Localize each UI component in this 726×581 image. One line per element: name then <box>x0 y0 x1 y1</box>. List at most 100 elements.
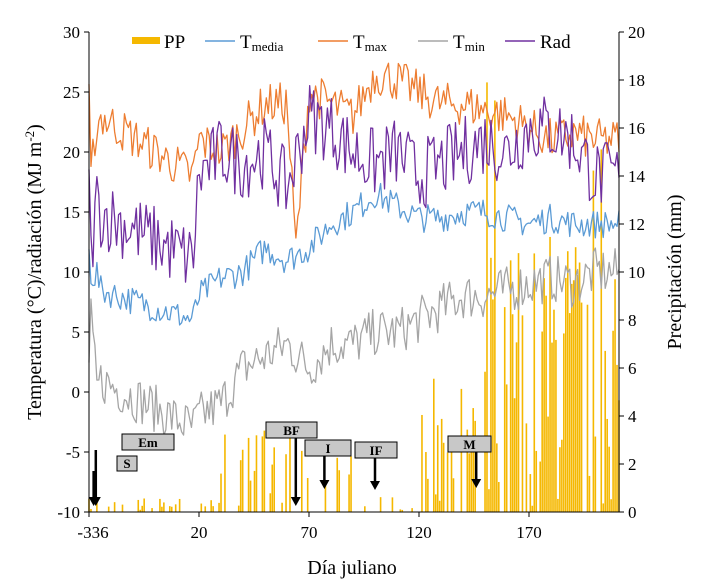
y-right-tick-label: 18 <box>628 71 645 90</box>
legend-label-main: PP <box>164 32 185 53</box>
pp-bar <box>594 436 597 512</box>
pp-bar <box>306 477 309 512</box>
pp-bar <box>505 384 508 512</box>
pp-bar <box>442 442 445 512</box>
pp-bar <box>574 247 577 512</box>
y-right-tick-label: 0 <box>628 503 637 522</box>
pp-bar <box>90 508 92 512</box>
pp-bar <box>289 437 291 512</box>
pp-bar <box>545 295 547 512</box>
pp-bars <box>88 82 620 513</box>
y-left-axis-title: Temperatura (°C)/radiación (MJ m-2) <box>22 124 46 420</box>
y-left-tick-label: 0 <box>72 383 81 402</box>
pp-bar <box>151 508 153 512</box>
legend-label-tmin: Tmin <box>453 32 485 54</box>
pp-bar <box>529 474 532 512</box>
pp-bar <box>466 429 469 512</box>
pp-bar <box>271 464 274 512</box>
pp-bar <box>531 505 534 512</box>
pp-bar <box>547 416 549 512</box>
stage-box <box>304 439 352 457</box>
pp-bar <box>253 470 256 512</box>
pp-bar <box>107 506 110 512</box>
stage-arrow-head <box>370 481 380 490</box>
stage-box <box>116 455 138 472</box>
pp-bar <box>572 280 575 512</box>
stage-label: S <box>123 456 130 471</box>
pp-bar <box>525 423 528 512</box>
pp-bar <box>421 414 423 512</box>
pp-bar <box>300 450 303 512</box>
pp-bar <box>159 498 161 512</box>
pp-bar <box>433 378 435 512</box>
x-axis-ticks: -336 20 70 120 170 <box>77 512 542 542</box>
y-left-title-sup: -2 <box>22 131 37 142</box>
x-tick-label: 70 <box>301 523 318 542</box>
pp-bar <box>563 333 565 512</box>
pp-bar <box>472 408 474 512</box>
legend-label-sub: media <box>252 39 284 54</box>
stage-label: BF <box>283 423 300 438</box>
pp-bar <box>336 457 339 512</box>
pp-bar <box>557 498 559 512</box>
stage-box <box>447 435 492 453</box>
pp-bar <box>576 274 579 512</box>
pp-bar <box>174 504 177 512</box>
pp-bar <box>565 277 567 512</box>
pp-bar <box>541 331 543 512</box>
pp-bar <box>578 262 581 512</box>
stage-label: M <box>463 437 475 452</box>
pp-bar <box>446 452 449 512</box>
pp-bar <box>163 502 165 512</box>
pp-bar <box>470 440 473 512</box>
stage-arrow-head <box>319 480 330 489</box>
stage-markers: S Em BF I IF M <box>88 421 492 506</box>
tmin-line <box>88 247 620 437</box>
tmax-line <box>88 62 620 239</box>
legend-entry-pp: PP <box>132 32 185 53</box>
pp-bar <box>200 503 203 512</box>
pp-bar <box>503 307 506 512</box>
pp-bar <box>570 283 573 512</box>
y-right-tick-label: 20 <box>628 23 645 42</box>
pp-bar <box>509 260 512 512</box>
pp-bar <box>468 453 471 512</box>
pp-bar <box>566 251 569 512</box>
y-left-tick-label: -10 <box>57 503 80 522</box>
pp-bar <box>350 456 352 512</box>
x-tick-label: 20 <box>191 523 208 542</box>
legend-label-tmax: Tmax <box>353 32 387 54</box>
pp-bar <box>427 478 429 512</box>
y-right-tick-label: 4 <box>628 407 637 426</box>
y-left-tick-label: 20 <box>63 143 80 162</box>
stage-label: I <box>325 441 330 456</box>
x-tick-label: 120 <box>406 523 432 542</box>
stage-marker-bf: BF <box>265 421 318 506</box>
pp-bar <box>379 497 382 512</box>
y-left-tick-label: 15 <box>63 203 80 222</box>
pp-bar <box>588 475 591 512</box>
legend-label-pp: PP <box>164 32 185 53</box>
legend-label-main: Rad <box>540 32 571 53</box>
pp-bar <box>263 430 266 512</box>
y-right-tick-label: 16 <box>628 119 645 138</box>
pp-bar <box>614 279 616 512</box>
pp-bar <box>204 506 207 512</box>
pp-bar <box>269 493 272 512</box>
legend-label-sub: min <box>465 39 486 54</box>
pp-bar <box>411 508 413 512</box>
pp-bar <box>612 330 614 512</box>
pp-bar <box>592 170 595 512</box>
pp-bar <box>224 434 226 512</box>
pp-bar <box>498 482 500 512</box>
legend-entry-tmedia: Tmedia <box>205 32 284 54</box>
pp-bar <box>399 509 402 512</box>
rad-line <box>88 84 620 283</box>
x-axis-title: Día juliano <box>307 557 396 579</box>
pp-bar <box>401 509 404 512</box>
pp-bar <box>602 503 605 512</box>
stage-label: IF <box>370 443 383 458</box>
stage-label: Em <box>138 435 158 450</box>
legend-label-sub: max <box>365 39 388 54</box>
